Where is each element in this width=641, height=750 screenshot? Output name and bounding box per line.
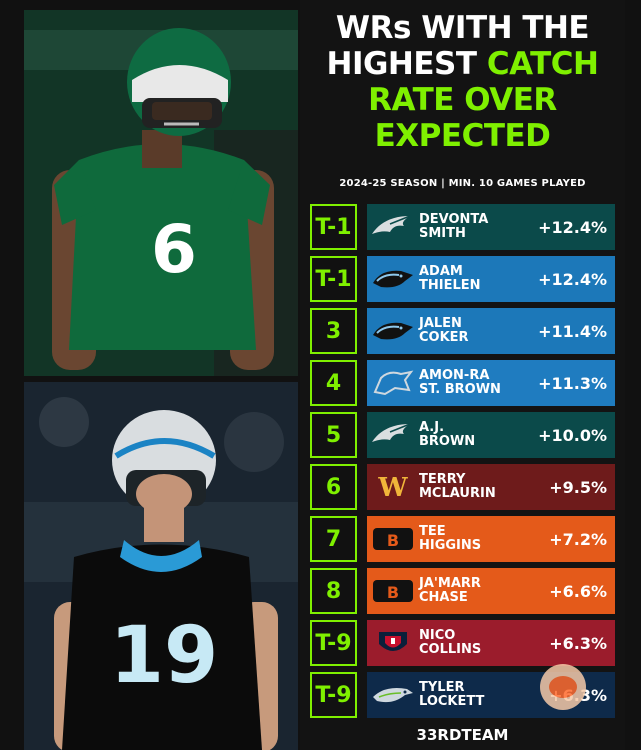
player-name: ADAM THIELEN [419, 265, 525, 293]
rank-badge: 3 [310, 308, 357, 354]
catch-rate-value: +7.2% [549, 529, 607, 549]
title-line-1: WRs WITH THE [335, 10, 590, 46]
rank-badge: T-1 [310, 256, 357, 302]
footer-brand: 33RDTEAM [416, 726, 509, 744]
ranking-row: T-9 NICO COLLINS +6.3% [310, 620, 615, 666]
player-card: A.J. BROWN +10.0% [367, 412, 615, 458]
catch-rate-value: +6.6% [549, 581, 607, 601]
rank-badge: T-1 [310, 204, 357, 250]
ranking-row: 6 W TERRY MCLAURIN +9.5% [310, 464, 615, 510]
catch-rate-value: +11.3% [538, 373, 607, 393]
svg-text:W: W [377, 473, 408, 501]
ranking-panel: WRs WITH THE HIGHEST CATCH RATE OVER EXP… [300, 0, 625, 750]
rank-badge: 8 [310, 568, 357, 614]
svg-text:B: B [387, 531, 399, 550]
rank-badge: 7 [310, 516, 357, 562]
catch-rate-value: +12.4% [538, 217, 607, 237]
player-last-name: MCLAURIN [419, 486, 496, 501]
player-first-name: TERRY [419, 472, 466, 487]
rank-badge: 4 [310, 360, 357, 406]
player-first-name: DEVONTA [419, 212, 489, 227]
player-first-name: TEE [419, 524, 446, 539]
player-last-name: COLLINS [419, 642, 482, 657]
panthers-logo-icon [367, 256, 419, 302]
catch-rate-value: +10.0% [538, 425, 607, 445]
eagles-logo-icon [367, 204, 419, 250]
ranking-row: 5 A.J. BROWN +10.0% [310, 412, 615, 458]
player-name: JA'MARR CHASE [419, 577, 525, 605]
player-card: ADAM THIELEN +12.4% [367, 256, 615, 302]
lions-logo-icon [367, 360, 419, 406]
player-card: DEVONTA SMITH +12.4% [367, 204, 615, 250]
player-first-name: A.J. [419, 420, 445, 435]
player-card: B JA'MARR CHASE +6.6% [367, 568, 615, 614]
player-last-name: CHASE [419, 590, 468, 605]
page-title: WRs WITH THE HIGHEST CATCH RATE OVER EXP… [300, 10, 625, 154]
catch-rate-value: +6.3% [549, 633, 607, 653]
ranking-row: T-1 DEVONTA SMITH +12.4% [310, 204, 615, 250]
player-last-name: SMITH [419, 226, 466, 241]
jersey-number-bottom: 19 [110, 611, 219, 701]
player-last-name: COKER [419, 330, 469, 345]
rank-badge: T-9 [310, 620, 357, 666]
player-first-name: JALEN [419, 316, 462, 331]
title-line-4: EXPECTED [374, 118, 551, 154]
catch-rate-value: +11.4% [538, 321, 607, 341]
player-last-name: ST. BROWN [419, 382, 501, 397]
reddit-watermark-icon [540, 664, 586, 710]
subtitle: 2024-25 SEASON | MIN. 10 GAMES PLAYED [339, 178, 586, 189]
bengals-logo-icon: B [367, 516, 419, 562]
player-first-name: JA'MARR [419, 576, 481, 591]
title-line-2-white: HIGHEST [326, 46, 487, 82]
svg-text:B: B [387, 583, 399, 602]
player-photo-bottom: 19 [24, 382, 298, 750]
rank-badge: T-9 [310, 672, 357, 718]
bengals-logo-icon: B [367, 568, 419, 614]
rank-badge: 6 [310, 464, 357, 510]
panthers-player-illustration: 19 [24, 382, 298, 750]
player-first-name: NICO [419, 628, 456, 643]
player-last-name: THIELEN [419, 278, 481, 293]
player-card: NICO COLLINS +6.3% [367, 620, 615, 666]
player-name: NICO COLLINS [419, 629, 525, 657]
player-card: AMON-RA ST. BROWN +11.3% [367, 360, 615, 406]
player-card: B TEE HIGGINS +7.2% [367, 516, 615, 562]
player-last-name: LOCKETT [419, 694, 485, 709]
ranking-row: 3 JALEN COKER +11.4% [310, 308, 615, 354]
seahawks-logo-icon [367, 672, 419, 718]
jersey-number-top: 6 [151, 211, 197, 288]
title-line-2-green: CATCH [486, 46, 599, 82]
player-name: TERRY MCLAURIN [419, 473, 525, 501]
player-last-name: BROWN [419, 434, 476, 449]
player-first-name: TYLER [419, 680, 465, 695]
player-name: TEE HIGGINS [419, 525, 525, 553]
ranking-row: 7 B TEE HIGGINS +7.2% [310, 516, 615, 562]
player-last-name: HIGGINS [419, 538, 482, 553]
catch-rate-value: +9.5% [549, 477, 607, 497]
eagles-logo-icon [367, 412, 419, 458]
player-photo-top: 6 [24, 10, 298, 376]
player-name: TYLER LOCKETT [419, 681, 525, 709]
player-name: DEVONTA SMITH [419, 213, 525, 241]
player-name: AMON-RA ST. BROWN [419, 369, 525, 397]
player-first-name: AMON-RA [419, 368, 490, 383]
player-first-name: ADAM [419, 264, 463, 279]
texans-logo-icon [367, 620, 419, 666]
title-line-3: RATE OVER [368, 82, 557, 118]
title-line-2: HIGHEST CATCH [300, 46, 625, 82]
ranking-row: 8 B JA'MARR CHASE +6.6% [310, 568, 615, 614]
player-name: JALEN COKER [419, 317, 525, 345]
player-name: A.J. BROWN [419, 421, 525, 449]
ranking-row: 4 AMON-RA ST. BROWN +11.3% [310, 360, 615, 406]
eagles-player-illustration: 6 [24, 10, 298, 376]
ranking-row: T-1 ADAM THIELEN +12.4% [310, 256, 615, 302]
commanders-logo-icon: W [367, 464, 419, 510]
player-card: JALEN COKER +11.4% [367, 308, 615, 354]
player-card: W TERRY MCLAURIN +9.5% [367, 464, 615, 510]
rank-badge: 5 [310, 412, 357, 458]
panthers-logo-icon [367, 308, 419, 354]
catch-rate-value: +12.4% [538, 269, 607, 289]
